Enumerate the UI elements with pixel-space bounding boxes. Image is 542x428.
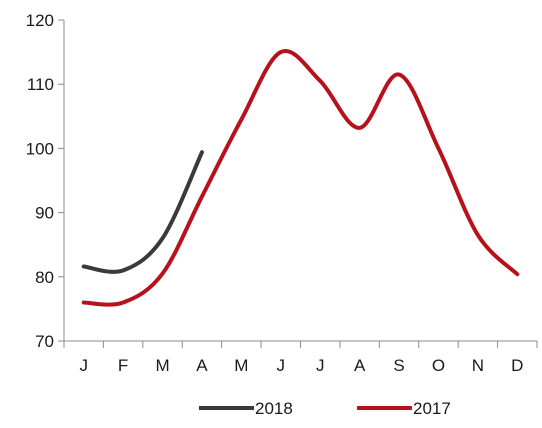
x-tick-label: J bbox=[277, 356, 286, 375]
y-tick-label: 90 bbox=[35, 204, 54, 223]
x-tick-label: M bbox=[234, 356, 248, 375]
x-tick-label: A bbox=[354, 356, 366, 375]
y-tick-label: 80 bbox=[35, 268, 54, 287]
x-tick-label: D bbox=[511, 356, 523, 375]
y-tick-label: 100 bbox=[26, 139, 54, 158]
y-tick-label: 70 bbox=[35, 332, 54, 351]
series-lines bbox=[81, 49, 520, 307]
y-axis: 70 80 90 100 110 120 bbox=[26, 11, 65, 351]
series-line-2018 bbox=[81, 150, 204, 274]
series-line-2017 bbox=[81, 49, 520, 307]
x-tick-label: O bbox=[432, 356, 445, 375]
x-tick-label: S bbox=[393, 356, 404, 375]
legend-label-2017: 2017 bbox=[413, 399, 451, 418]
y-tick-label: 110 bbox=[27, 75, 54, 94]
y-ticks: 70 80 90 100 110 120 bbox=[26, 11, 64, 351]
y-tick-label: 120 bbox=[26, 11, 54, 30]
x-tick-label: A bbox=[196, 356, 208, 375]
legend-label-2018: 2018 bbox=[255, 399, 293, 418]
x-tick-label: F bbox=[118, 356, 128, 375]
x-tick-label: J bbox=[316, 356, 325, 375]
x-tick-label: M bbox=[155, 356, 169, 375]
legend: 2018 2017 bbox=[199, 399, 451, 418]
x-tick-label: N bbox=[472, 356, 484, 375]
x-tick-label: J bbox=[79, 356, 88, 375]
